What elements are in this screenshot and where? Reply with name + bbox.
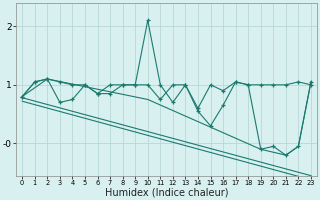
X-axis label: Humidex (Indice chaleur): Humidex (Indice chaleur)	[105, 187, 228, 197]
